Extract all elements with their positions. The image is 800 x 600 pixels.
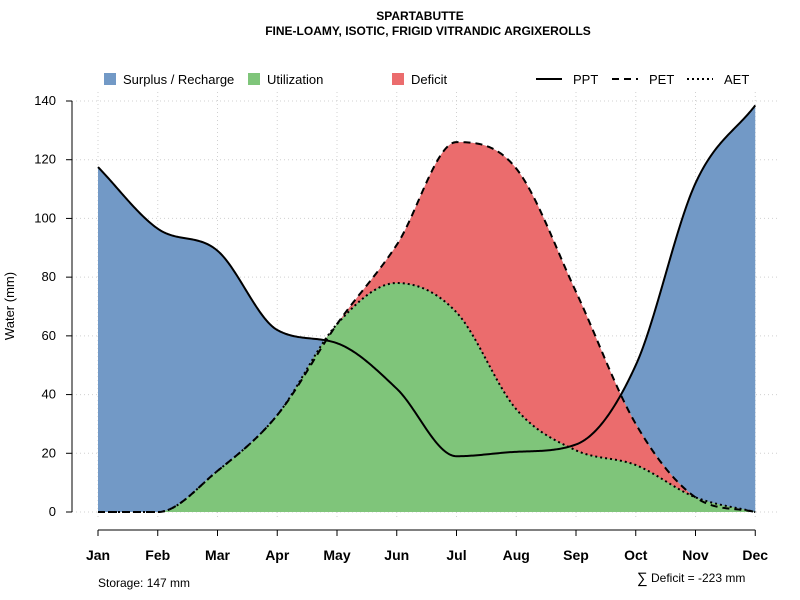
storage-annotation: Storage: 147 mm [98,576,190,590]
chart-title: SPARTABUTTE [376,9,464,23]
x-tick-label: Oct [624,547,648,563]
line-layer [97,104,757,513]
y-tick-label: 140 [34,93,56,108]
x-tick-label: Mar [205,547,230,563]
y-tick-label: 60 [42,328,56,343]
legend-swatch-surplus [104,73,116,85]
legend-label-pet: PET [649,72,674,87]
legend-label-surplus: Surplus / Recharge [123,72,234,87]
x-tick-label: Aug [503,547,530,563]
x-tick-label: Sep [563,547,589,563]
x-tick-label: Dec [742,547,768,563]
area-layer [98,105,756,513]
x-tick-label: Jul [446,547,466,563]
deficit-annotation: Deficit = -223 mm [651,571,745,585]
legend-label-deficit: Deficit [411,72,448,87]
x-tick-label: Nov [682,547,709,563]
x-tick-label: Feb [145,547,170,563]
legend-label-aet: AET [724,72,749,87]
x-tick-label: Jun [384,547,409,563]
y-tick-label: 0 [49,504,56,519]
x-tick-label: Jan [86,547,110,563]
y-tick-label: 20 [42,445,56,460]
legend-label-ppt: PPT [573,72,598,87]
x-tick-label: Apr [265,547,290,563]
y-tick-label: 100 [34,210,56,225]
utilization-area [98,283,756,512]
deficit-sum-icon: ∑ [637,570,648,587]
axes: 0 20 40 60 80 100 120 140 Jan Feb Mar Apr May Jun Jul A… [34,93,768,563]
legend-swatch-utilization [248,73,260,85]
chart-subtitle: FINE-LOAMY, ISOTIC, FRIGID VITRANDIC ARG… [265,24,591,38]
y-tick-label: 40 [42,387,56,402]
y-axis-label: Water (mm) [2,272,17,340]
legend-swatch-deficit [392,73,404,85]
y-tick-label: 80 [42,269,56,284]
deficit-area [98,142,756,512]
ppt-line [97,104,757,458]
legend: Surplus / Recharge Utilization Deficit P… [104,72,749,87]
y-tick-label: 120 [34,152,56,167]
legend-label-utilization: Utilization [267,72,323,87]
x-tick-label: May [323,547,350,563]
pet-line [98,141,756,513]
